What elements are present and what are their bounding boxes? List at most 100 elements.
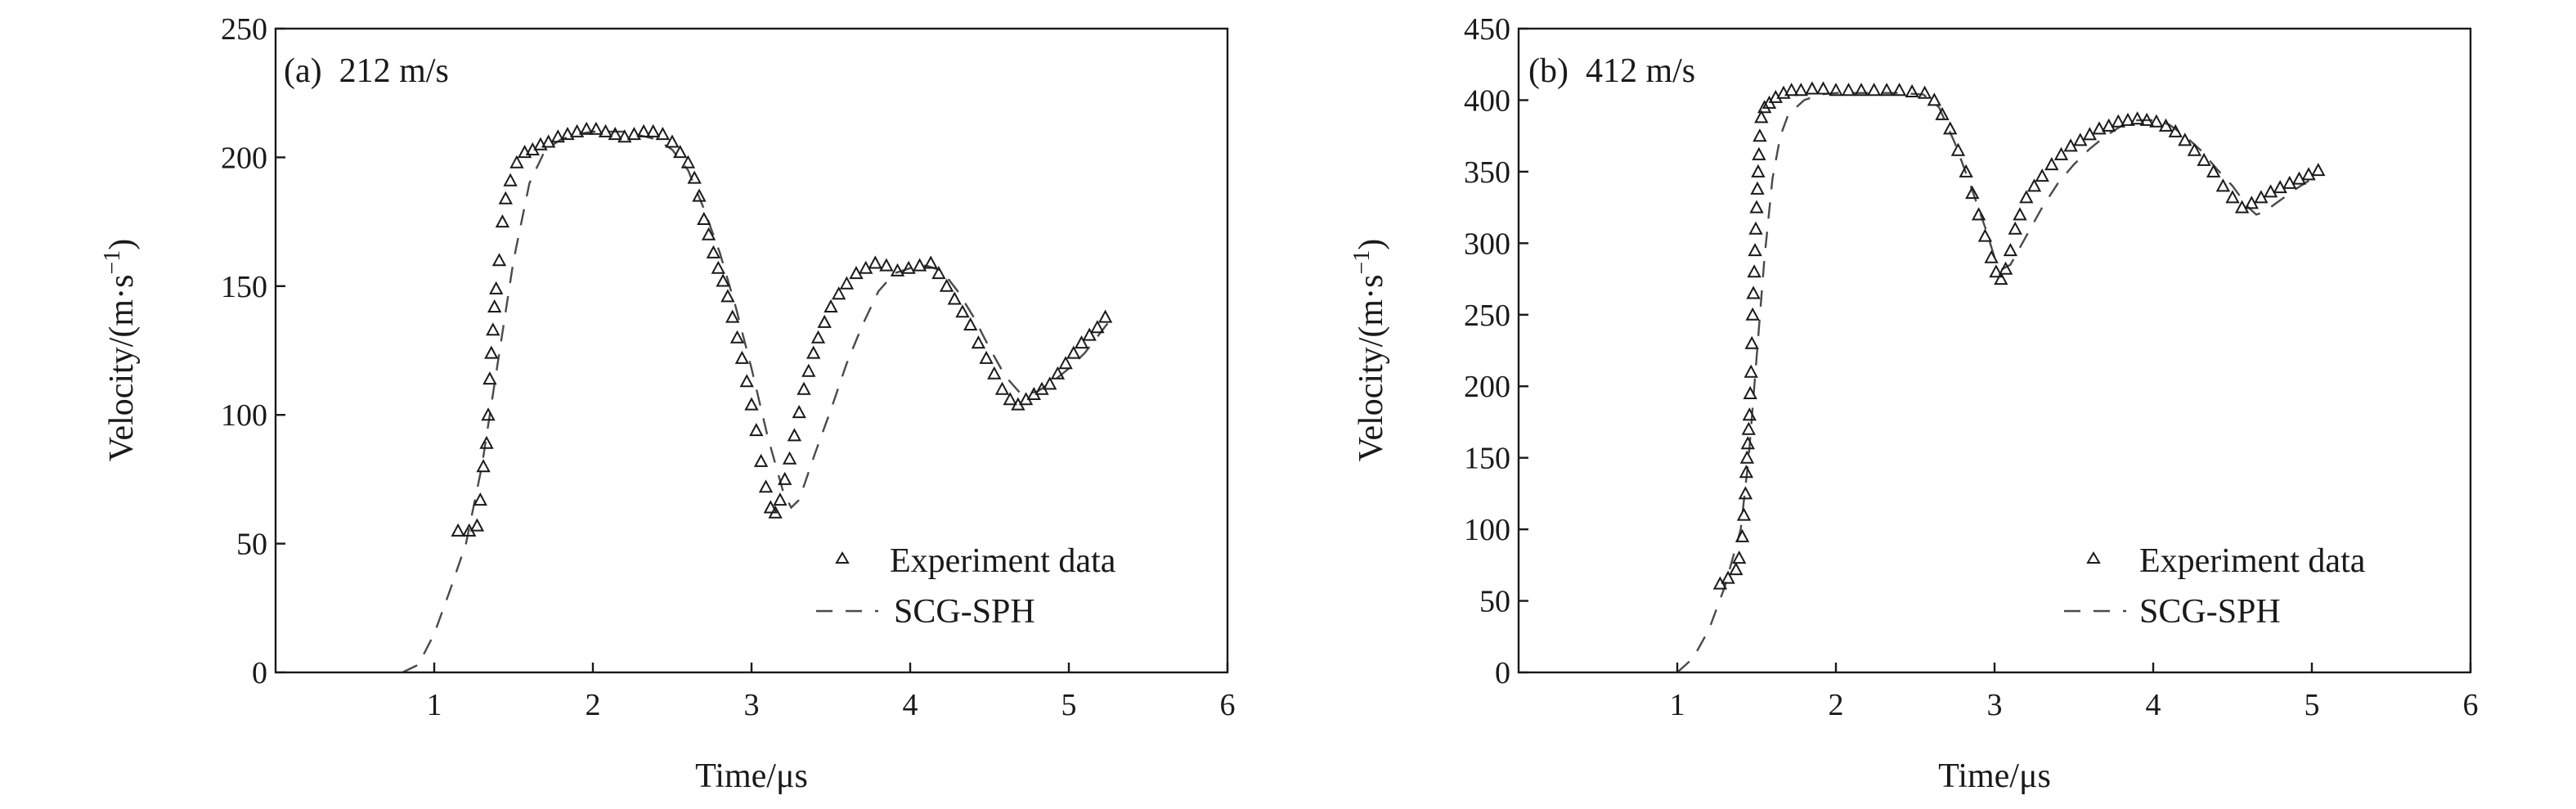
- y-axis-title: Velocity/(m·s−1): [1349, 239, 1390, 461]
- experiment-point: [1736, 507, 1752, 521]
- y-tick-label: 250: [221, 12, 267, 47]
- experiment-point: [1905, 83, 1919, 97]
- experiment-point: [2149, 114, 2164, 128]
- chart-panel-a: 1 2 3 4 5 6 0 50 100 150 200 250 (a) 212 m/s Time/μ…: [100, 12, 1236, 795]
- experiment-point: [2102, 118, 2116, 132]
- experiment-point: [824, 299, 838, 312]
- experiment-point: [744, 397, 759, 411]
- experiment-point: [2168, 124, 2183, 137]
- experiment-point: [1950, 142, 1966, 156]
- experiment-point: [1752, 128, 1767, 142]
- experiment-point: [680, 155, 696, 169]
- experiment-point: [1935, 106, 1950, 120]
- x-tick-label: 4: [903, 688, 918, 722]
- experiment-point: [739, 374, 754, 388]
- legend: Experiment data SCG-SPH: [816, 542, 1116, 631]
- x-tick-label: 3: [744, 688, 760, 722]
- experiment-point: [2008, 221, 2022, 235]
- experiment-point: [1749, 200, 1764, 213]
- experiment-point: [1735, 528, 1750, 542]
- y-tick-label: 300: [1464, 227, 1510, 261]
- experiment-point: [2044, 156, 2059, 171]
- experiment-point: [479, 435, 494, 449]
- experiment-point: [716, 273, 730, 287]
- experiment-point: [1074, 335, 1089, 349]
- experiment-point: [2013, 207, 2027, 221]
- experiment-point: [963, 317, 978, 330]
- experiment-point: [1745, 307, 1760, 321]
- experiment-point: [1965, 185, 1980, 200]
- experiment-point: [868, 255, 882, 269]
- experiment-point: [801, 363, 816, 377]
- x-axis-title: Time/μs: [1938, 757, 2051, 795]
- experiment-point: [2019, 190, 2034, 204]
- y-tick-label: 350: [1464, 155, 1510, 190]
- experiment-point: [2291, 171, 2307, 185]
- experiment-point: [692, 188, 707, 202]
- experiment-point: [1866, 83, 1882, 97]
- experiment-point: [701, 227, 716, 240]
- experiment-point: [2215, 178, 2231, 192]
- experiment-point: [2158, 118, 2174, 132]
- experiment-point: [498, 191, 513, 204]
- experiment-point: [2301, 167, 2316, 181]
- experiment-point: [476, 459, 491, 473]
- experiment-point: [1751, 164, 1766, 178]
- experiment-point: [1927, 92, 1941, 106]
- experiment-point: [2035, 168, 2049, 182]
- experiment-point: [1752, 146, 1766, 160]
- experiment-point: [509, 155, 524, 169]
- experiment-point: [2197, 152, 2211, 166]
- y-tick-label: 0: [252, 656, 267, 690]
- experiment-point: [1748, 242, 1762, 257]
- experiment-point: [1892, 83, 1907, 97]
- experiment-point: [636, 124, 651, 137]
- experiment-point: [1732, 550, 1747, 564]
- experiment-point: [1090, 320, 1105, 334]
- experiment-point: [1854, 83, 1869, 97]
- y-tick-label: 100: [221, 398, 267, 433]
- experiment-point: [697, 211, 711, 225]
- legend-triangle-marker: [835, 551, 850, 564]
- experiment-point: [579, 121, 594, 135]
- experiment-point: [1998, 261, 2013, 275]
- experiment-point: [879, 258, 894, 272]
- experiment-point: [1748, 221, 1763, 235]
- experiment-point: [1793, 83, 1808, 97]
- experiment-point: [2111, 114, 2125, 128]
- legend-label-experiment: Experiment data: [890, 542, 1116, 580]
- experiment-point: [687, 170, 702, 184]
- experiment-point: [598, 124, 613, 137]
- y-tick-label: 100: [1464, 513, 1510, 547]
- experiment-point: [1757, 100, 1772, 114]
- experiment-point: [550, 129, 565, 143]
- experiment-point: [1879, 83, 1894, 97]
- experiment-point: [1841, 83, 1856, 97]
- experiment-point: [994, 381, 1010, 395]
- experiment-point: [2234, 200, 2250, 213]
- experiment-point: [1043, 376, 1057, 390]
- experiment-point: [859, 260, 873, 274]
- experiment-point: [486, 322, 500, 336]
- experiment-point: [1984, 249, 1999, 263]
- y-tick-label: 250: [1464, 299, 1510, 333]
- x-tick-label: 1: [427, 688, 442, 722]
- x-tick-label: 2: [1829, 688, 1844, 722]
- experiment-point: [482, 371, 497, 385]
- experiment-point: [806, 345, 821, 359]
- experiment-point: [2026, 178, 2042, 192]
- experiment-point: [1729, 561, 1744, 576]
- experiment-point: [787, 428, 802, 442]
- experiment-point: [2092, 121, 2107, 135]
- x-tick-label: 5: [1061, 688, 1077, 722]
- experiment-point: [655, 126, 671, 141]
- experiment-point: [2187, 142, 2202, 156]
- panel-label: (a) 212 m/s: [284, 52, 449, 90]
- legend-label-scg-sph: SCG-SPH: [894, 593, 1035, 631]
- experiment-point: [1971, 207, 1986, 221]
- experiment-point: [1050, 366, 1066, 380]
- experiment-point: [1750, 181, 1765, 195]
- experiment-point: [2139, 112, 2154, 126]
